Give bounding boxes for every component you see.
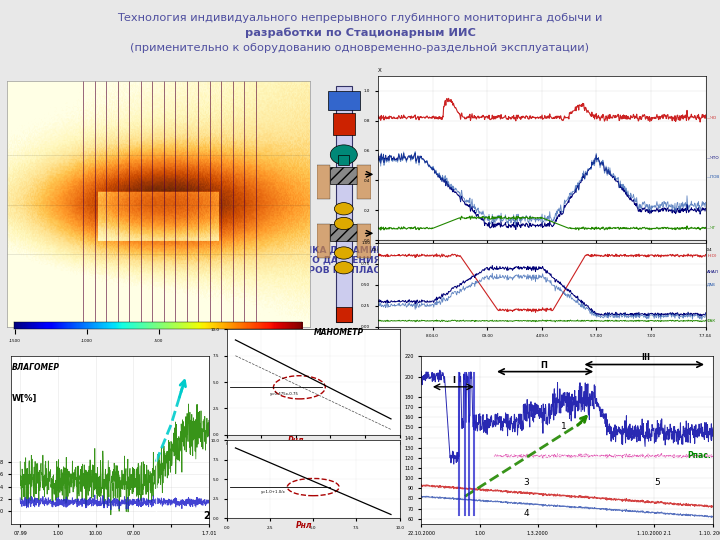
Text: y=1.0+1.0/x: y=1.0+1.0/x bbox=[261, 490, 286, 494]
Text: Q[м³/сут]: Q[м³/сут] bbox=[364, 385, 398, 393]
Text: III: III bbox=[642, 354, 650, 362]
Bar bbox=[336, 86, 352, 322]
Text: АНАЛ: АНАЛ bbox=[707, 271, 719, 274]
Text: —ЧТО: —ЧТО bbox=[707, 156, 720, 160]
Bar bbox=[330, 224, 357, 241]
Bar bbox=[317, 224, 330, 258]
Text: P[атм]: P[атм] bbox=[228, 295, 253, 304]
Text: Н(О): Н(О) bbox=[707, 254, 716, 258]
Text: I: I bbox=[451, 376, 455, 385]
Text: 3: 3 bbox=[523, 478, 529, 487]
Bar bbox=[328, 91, 360, 111]
Bar bbox=[357, 165, 371, 199]
Ellipse shape bbox=[334, 261, 354, 274]
Text: П: П bbox=[540, 361, 547, 369]
Text: Рпас.: Рпас. bbox=[688, 451, 711, 460]
Text: Q[м³/сут]: Q[м³/сут] bbox=[422, 177, 455, 185]
Text: W[%]: W[%] bbox=[12, 394, 37, 403]
Ellipse shape bbox=[330, 145, 357, 165]
Text: 5: 5 bbox=[654, 478, 660, 487]
Text: —ЧО: —ЧО bbox=[707, 116, 717, 119]
Text: X: X bbox=[378, 68, 382, 72]
Text: 2: 2 bbox=[203, 511, 210, 521]
Text: разработки по Стационарным ИИС: разработки по Стационарным ИИС bbox=[245, 28, 475, 38]
Text: ДИАГНОСТИКА ДИНАМИКИ
ПЛАСТОВОГО ДАВЛЕНИЯ и
СКИН-ФАКТОРОВ ПО ПЛАСТАМ: ДИАГНОСТИКА ДИНАМИКИ ПЛАСТОВОГО ДАВЛЕНИЯ… bbox=[238, 245, 402, 275]
Text: ДИАГНОСТИКА
ОБВОДНЕНИЯ: ДИАГНОСТИКА ОБВОДНЕНИЯ bbox=[50, 245, 140, 267]
Text: P[атм]: P[атм] bbox=[228, 385, 253, 394]
Bar bbox=[333, 113, 355, 135]
Text: y=0.475x-0.75: y=0.475x-0.75 bbox=[270, 392, 299, 396]
Bar bbox=[330, 167, 357, 184]
Bar bbox=[338, 154, 349, 165]
Text: (применительно к оборудованию одновременно-раздельной эксплуатации): (применительно к оборудованию одновремен… bbox=[130, 43, 590, 53]
Text: 1: 1 bbox=[561, 422, 567, 431]
Bar bbox=[317, 165, 330, 199]
Text: —ЧГ: —ЧГ bbox=[707, 226, 716, 231]
Text: МАНОМЕТР: МАНОМЕТР bbox=[314, 328, 364, 336]
Bar bbox=[357, 224, 371, 258]
Ellipse shape bbox=[334, 218, 354, 230]
Text: ФАК: ФАК bbox=[707, 319, 716, 323]
Text: ДАВ: ДАВ bbox=[707, 283, 716, 287]
Bar bbox=[336, 307, 352, 322]
Text: Рнл: Рнл bbox=[297, 521, 312, 530]
Text: —ПОВ: —ПОВ bbox=[707, 176, 720, 179]
Text: 4: 4 bbox=[523, 509, 529, 518]
Text: ВЛАГОМЕР: ВЛАГОМЕР bbox=[12, 362, 60, 372]
Ellipse shape bbox=[334, 247, 354, 259]
Text: Q[м³/сут]: Q[м³/сут] bbox=[422, 275, 455, 283]
Text: Технология индивидуального непрерывного глубинного мониторинга добычи и: Технология индивидуального непрерывного … bbox=[117, 13, 603, 23]
Ellipse shape bbox=[334, 202, 354, 215]
Text: P[атм]: P[атм] bbox=[228, 275, 253, 284]
Text: Рнл: Рнл bbox=[288, 436, 304, 445]
Text: ДИАГНОСТИКА РАЗГАЗИРОВАНИЯ: ДИАГНОСТИКА РАЗГАЗИРОВАНИЯ bbox=[467, 245, 672, 255]
Text: Q[м³/сут]: Q[м³/сут] bbox=[364, 502, 398, 510]
